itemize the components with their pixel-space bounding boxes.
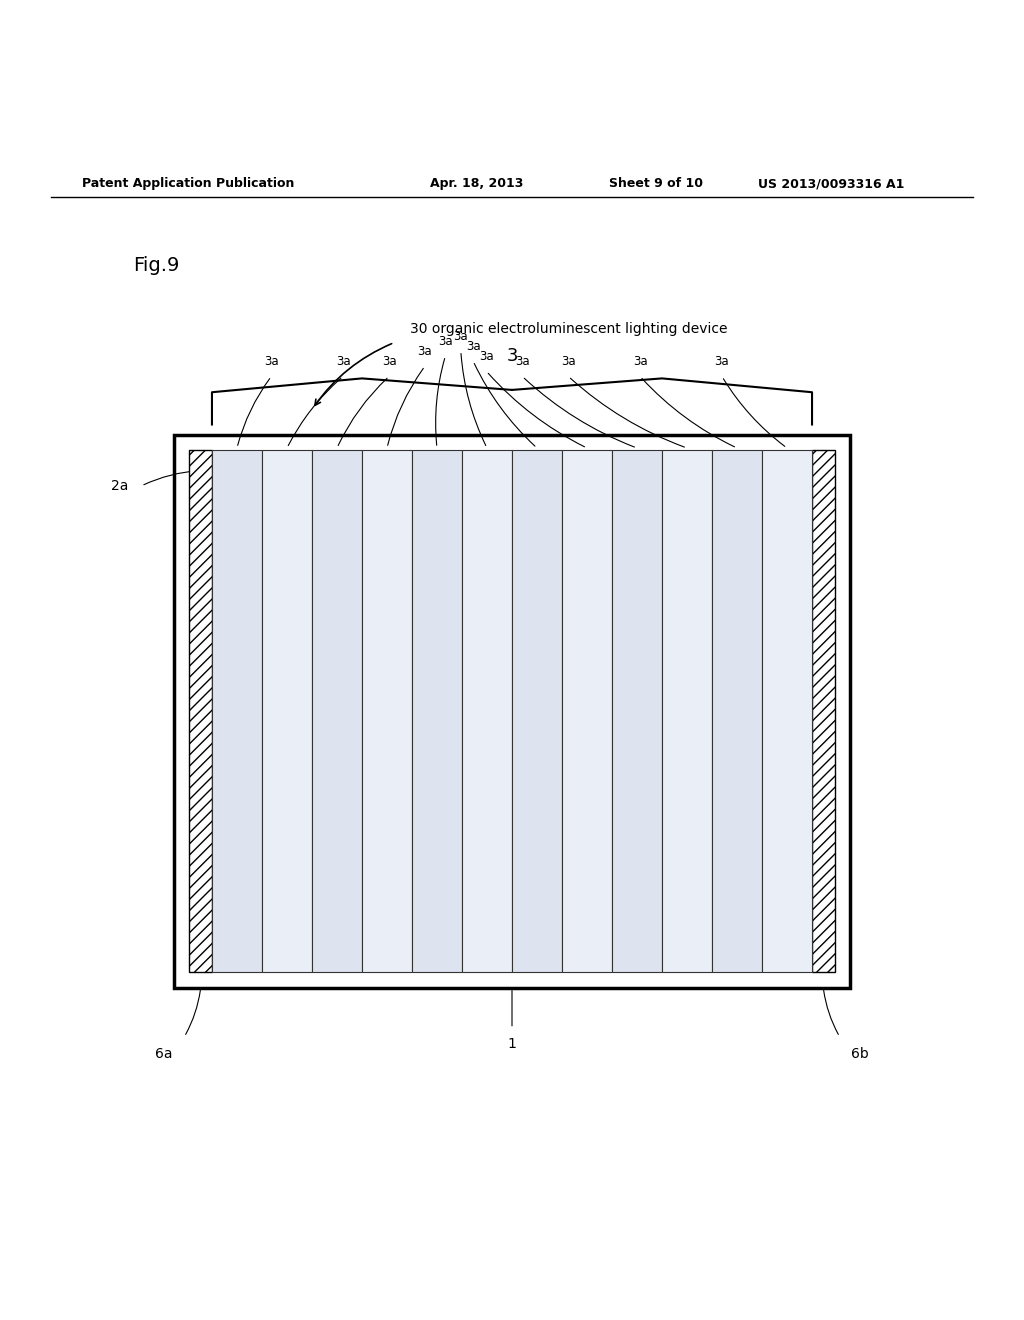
Text: 2a: 2a	[111, 479, 128, 492]
Bar	[812, 450, 835, 973]
Text: 6b: 6b	[851, 1047, 869, 1061]
Text: 3: 3	[506, 347, 518, 366]
Text: 3a: 3a	[454, 330, 468, 343]
Text: 3a: 3a	[633, 355, 647, 368]
Bar	[562, 450, 612, 973]
Bar	[362, 450, 412, 973]
Text: Sheet 9 of 10: Sheet 9 of 10	[609, 177, 703, 190]
Bar	[662, 450, 712, 973]
Bar	[412, 450, 462, 973]
Text: 6a: 6a	[155, 1047, 173, 1061]
Bar	[174, 434, 850, 987]
Text: 3a: 3a	[418, 345, 432, 358]
Bar	[189, 450, 835, 973]
Text: 3a: 3a	[561, 355, 575, 368]
Bar	[262, 450, 312, 973]
Bar	[312, 450, 362, 973]
Bar	[462, 450, 512, 973]
Bar	[762, 450, 812, 973]
Bar	[712, 450, 762, 973]
Text: 3a: 3a	[515, 355, 529, 368]
Text: Apr. 18, 2013: Apr. 18, 2013	[430, 177, 523, 190]
Text: US 2013/0093316 A1: US 2013/0093316 A1	[758, 177, 904, 190]
Bar	[212, 450, 262, 973]
Text: 30 organic electroluminescent lighting device: 30 organic electroluminescent lighting d…	[410, 322, 727, 337]
Text: 3a: 3a	[479, 350, 494, 363]
Bar	[612, 450, 662, 973]
Text: 3a: 3a	[336, 355, 350, 368]
Text: Fig.9: Fig.9	[133, 256, 179, 276]
Bar	[512, 450, 562, 973]
Text: Patent Application Publication: Patent Application Publication	[82, 177, 294, 190]
Bar	[189, 450, 212, 973]
Text: 3a: 3a	[264, 355, 279, 368]
Text: 3a: 3a	[466, 339, 480, 352]
Text: 3a: 3a	[382, 355, 396, 368]
Text: 3a: 3a	[715, 355, 729, 368]
Text: 3a: 3a	[438, 335, 453, 347]
Text: 1: 1	[508, 1038, 516, 1051]
